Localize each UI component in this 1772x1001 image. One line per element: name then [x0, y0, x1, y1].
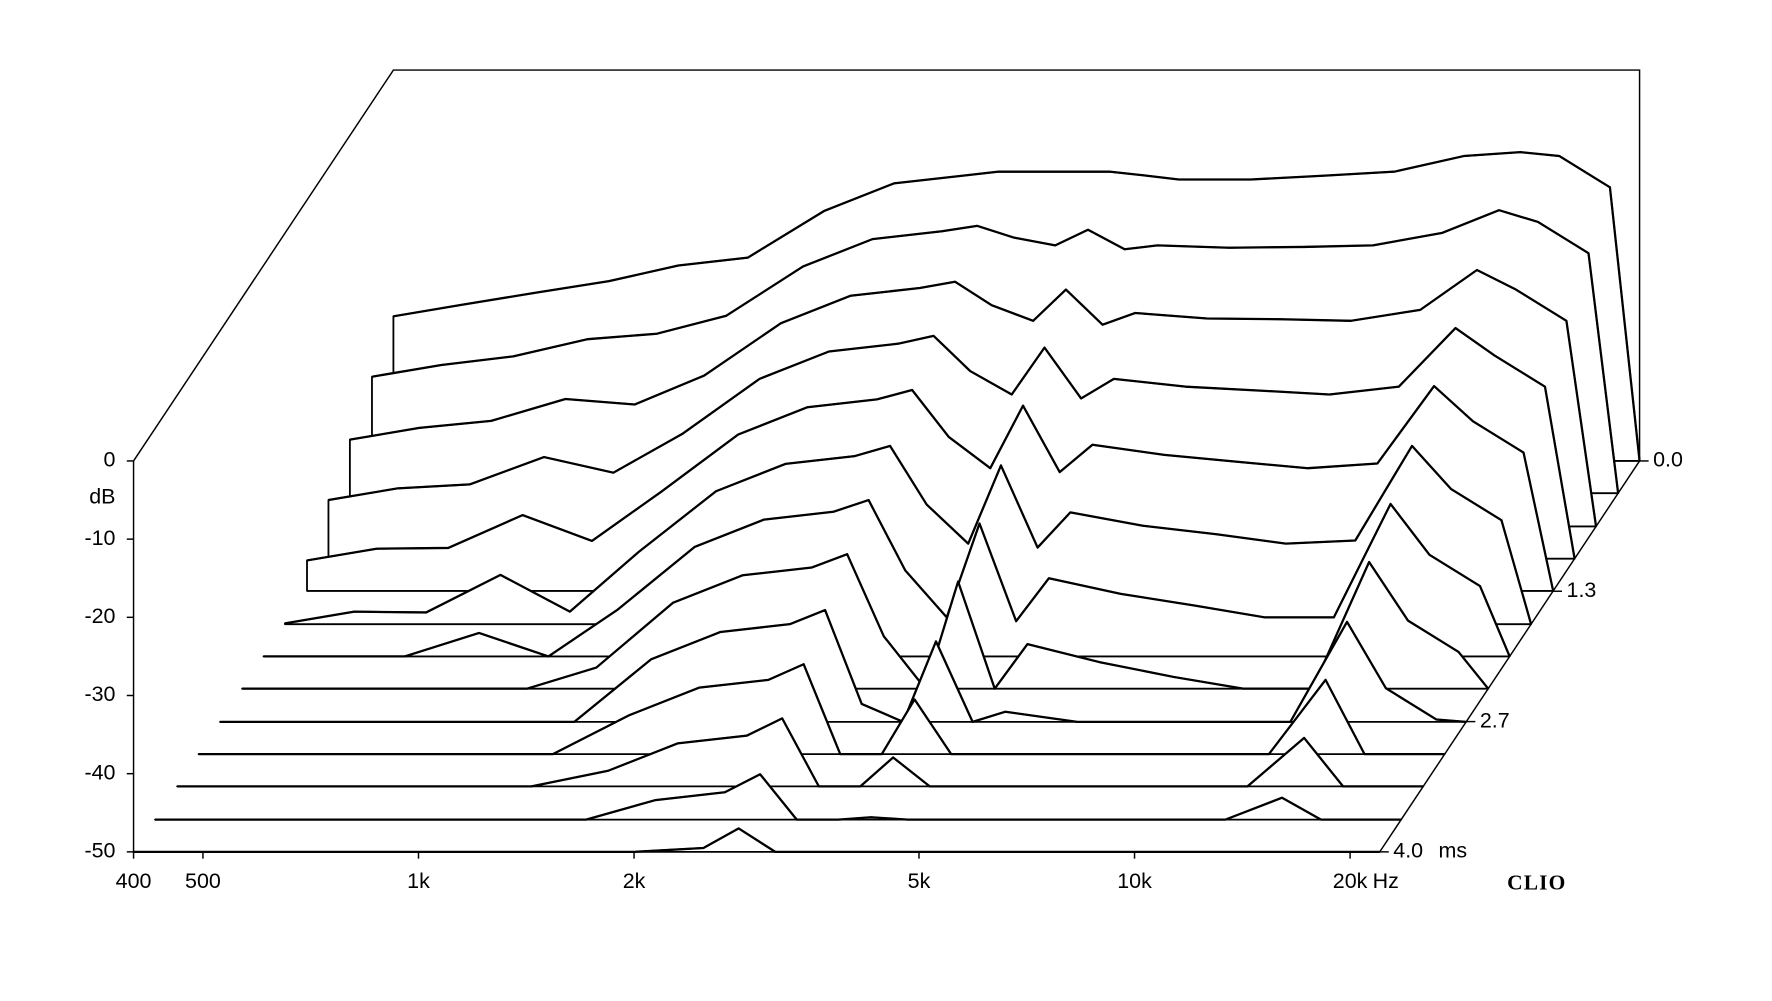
axes: 0 -10 -20 -30 -40 -50 dB 400 500 1k 2k 5k 10k 20k Hz 0.…: [84, 448, 1683, 895]
slice-trace: [133, 827, 1380, 853]
y-tick-label: -20: [84, 604, 115, 628]
slices: [132, 151, 1641, 853]
x-tick-label: 2k: [623, 869, 646, 893]
z-tick-label: 0.0: [1653, 448, 1683, 472]
slice-trace: [154, 773, 1402, 821]
slice-trace: [328, 326, 1576, 559]
y-tick-label: -30: [84, 682, 115, 706]
z-tick-label: 4.0: [1393, 839, 1423, 863]
y-axis-label: dB: [89, 484, 115, 508]
y-tick-label: 0: [104, 448, 116, 472]
x-tick-label: 5k: [908, 869, 931, 893]
slice-trace: [349, 268, 1598, 527]
slice-trace: [371, 209, 1620, 494]
slice-trace: [284, 444, 1533, 625]
y-tick-label: -10: [84, 526, 115, 550]
z-tick-label: 2.7: [1480, 708, 1510, 732]
brand: CLIO: [1507, 871, 1566, 895]
x-tick-label: 10k: [1117, 869, 1152, 893]
back-frame: [132, 69, 1641, 462]
slice-trace: [177, 717, 1424, 788]
x-tick-label: 1k: [407, 869, 430, 893]
z-unit: ms: [1438, 839, 1467, 863]
slice-trace: [393, 151, 1641, 462]
slice-trace: [198, 663, 1445, 756]
y-tick-label: -40: [84, 760, 115, 784]
y-tick-label: -50: [84, 839, 115, 863]
x-tick-label: 500: [185, 869, 221, 893]
x-tick-label: 400: [116, 869, 152, 893]
slice-trace: [306, 384, 1555, 592]
z-tick-label: 1.3: [1567, 578, 1597, 602]
x-tick-label: 20k: [1333, 869, 1368, 893]
x-unit: Hz: [1373, 869, 1399, 893]
